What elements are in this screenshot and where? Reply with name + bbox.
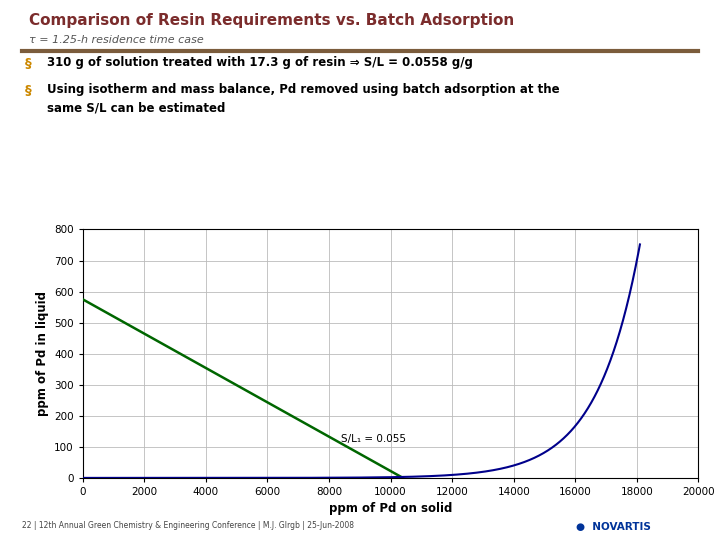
Text: 22 | 12th Annual Green Chemistry & Engineering Conference | M.J. Glrgb | 25-Jun-: 22 | 12th Annual Green Chemistry & Engin… (22, 521, 354, 530)
Text: S/L₁ = 0.055: S/L₁ = 0.055 (341, 434, 406, 444)
Text: Comparison of Resin Requirements vs. Batch Adsorption: Comparison of Resin Requirements vs. Bat… (29, 14, 514, 29)
Text: ●  NOVARTIS: ● NOVARTIS (576, 522, 651, 532)
Text: §: § (25, 57, 32, 70)
Text: 310 g of solution treated with 17.3 g of resin ⇒ S/L = 0.0558 g/g: 310 g of solution treated with 17.3 g of… (47, 56, 472, 69)
Y-axis label: ppm of Pd in liquid: ppm of Pd in liquid (35, 291, 48, 416)
X-axis label: ppm of Pd on solid: ppm of Pd on solid (329, 503, 452, 516)
Text: Using isotherm and mass balance, Pd removed using batch adsorption at the
same S: Using isotherm and mass balance, Pd remo… (47, 83, 559, 114)
Text: τ = 1.25-h residence time case: τ = 1.25-h residence time case (29, 35, 204, 45)
Text: §: § (25, 84, 32, 97)
